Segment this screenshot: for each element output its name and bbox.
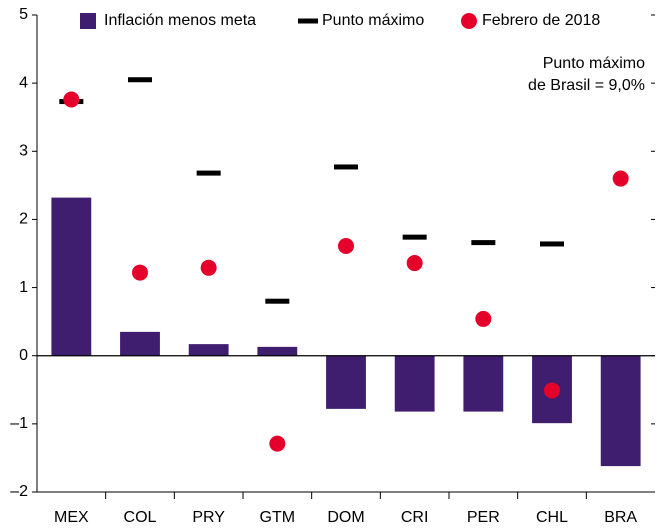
max-dash bbox=[265, 298, 290, 304]
point bbox=[338, 238, 354, 255]
bar bbox=[120, 331, 160, 356]
y-tick-label: 2 bbox=[19, 211, 28, 228]
point bbox=[475, 310, 492, 327]
legend-label: Inflación menos meta bbox=[104, 12, 256, 29]
legend-swatch bbox=[298, 18, 318, 24]
y-tick-label: –1 bbox=[10, 415, 28, 432]
point bbox=[269, 435, 286, 452]
y-tick-label: 5 bbox=[19, 6, 28, 23]
point bbox=[132, 264, 148, 281]
point bbox=[612, 170, 629, 187]
bar bbox=[326, 355, 366, 409]
max-dash bbox=[540, 241, 564, 247]
bar bbox=[394, 355, 435, 412]
legend-label: Febrero de 2018 bbox=[482, 12, 600, 29]
legend-swatch bbox=[80, 13, 96, 29]
max-dash bbox=[128, 77, 152, 83]
x-tick-label: COL bbox=[124, 509, 157, 526]
bar bbox=[600, 355, 641, 467]
point bbox=[544, 382, 560, 399]
point bbox=[63, 91, 80, 108]
y-tick-label: 3 bbox=[19, 143, 28, 160]
y-tick-label: 4 bbox=[19, 74, 28, 91]
x-tick-label: MEX bbox=[54, 509, 89, 526]
legend-swatch bbox=[461, 13, 477, 29]
bar bbox=[51, 197, 92, 356]
x-tick-label: CHL bbox=[536, 509, 568, 526]
legend-label: Punto máximo bbox=[322, 12, 424, 29]
max-dash bbox=[471, 240, 496, 246]
x-tick-label: DOM bbox=[327, 509, 364, 526]
max-dash bbox=[196, 170, 221, 176]
annotation: de Brasil = 9,0% bbox=[528, 77, 645, 94]
x-tick-label: PER bbox=[467, 509, 500, 526]
bar bbox=[188, 344, 229, 356]
point bbox=[200, 259, 217, 276]
y-tick-label: 0 bbox=[19, 347, 28, 364]
x-tick-label: GTM bbox=[260, 509, 296, 526]
bar bbox=[257, 346, 298, 356]
x-tick-label: PRY bbox=[192, 509, 225, 526]
max-dash bbox=[402, 234, 427, 240]
y-tick-label: –2 bbox=[10, 483, 28, 500]
y-tick-label: 1 bbox=[19, 279, 28, 296]
max-dash bbox=[334, 164, 358, 170]
bar bbox=[463, 355, 504, 412]
x-tick-label: CRI bbox=[401, 509, 429, 526]
annotation: Punto máximo bbox=[543, 55, 645, 72]
x-tick-label: BRA bbox=[604, 509, 637, 526]
point bbox=[406, 255, 423, 272]
